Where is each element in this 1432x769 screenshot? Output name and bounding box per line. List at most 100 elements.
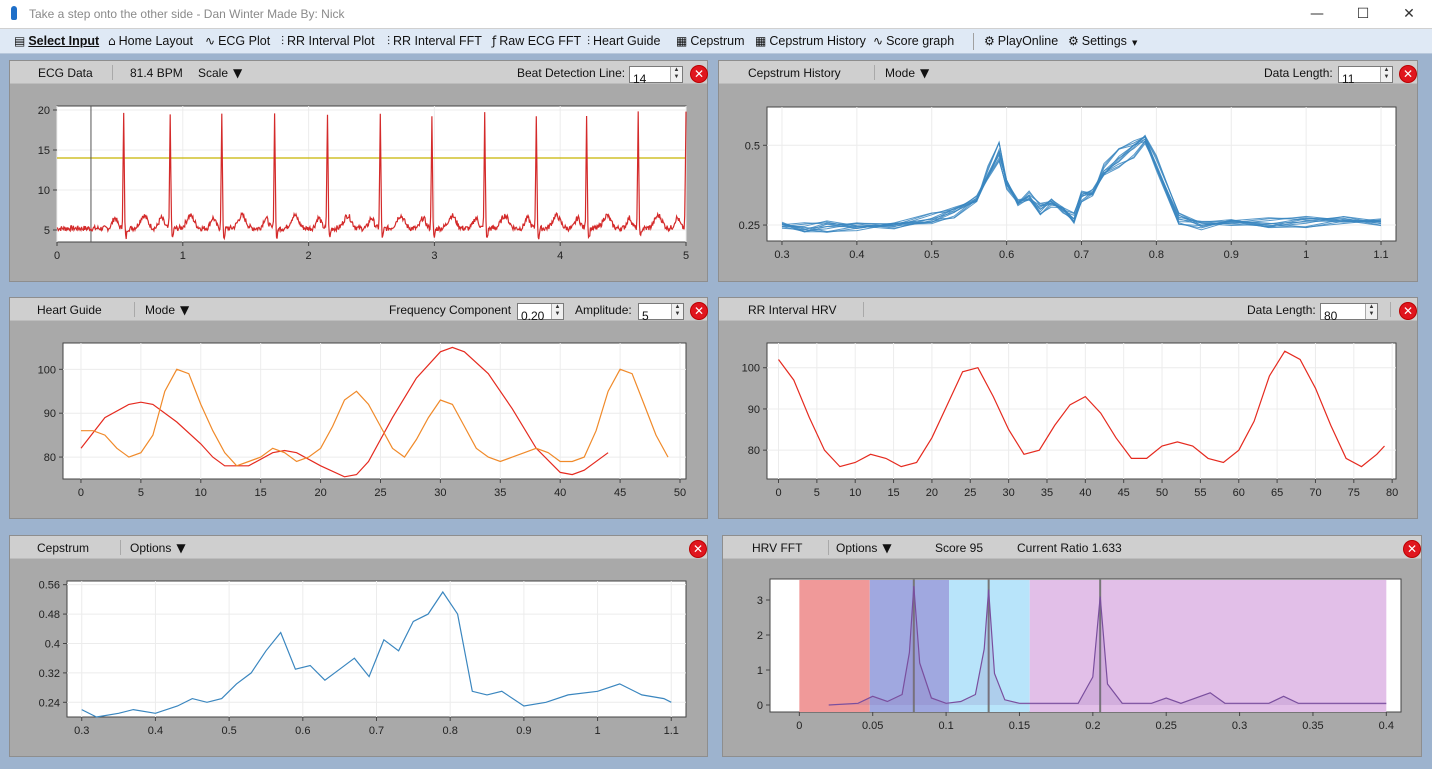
maximize-button[interactable]: ☐ xyxy=(1356,6,1370,22)
ecg-panel: ECG Data 81.4 BPM Scale ▼ Beat Detection … xyxy=(9,60,708,282)
minimize-button[interactable]: — xyxy=(1310,6,1324,22)
x-tick-label: 30 xyxy=(434,487,446,499)
y-tick-label: 2 xyxy=(757,630,763,642)
x-tick-label: 0.05 xyxy=(862,720,883,732)
spinner-arrows-icon: ▲ ▼ xyxy=(1365,304,1377,319)
amplitude-label: Amplitude: xyxy=(575,303,632,317)
beat-detection-spinner[interactable]: 14 ▲ ▼ xyxy=(629,66,683,86)
x-tick-label: 4 xyxy=(557,250,563,262)
x-tick-label: 40 xyxy=(554,487,566,499)
x-tick-label: 0 xyxy=(796,720,802,732)
x-tick-label: 0.9 xyxy=(516,725,531,737)
hrv-fft-header: HRV FFT Options ▼ Score 95 Current Ratio … xyxy=(723,536,1421,559)
menu-score-graph[interactable]: ∿ Score graph xyxy=(873,33,954,50)
y-tick-label: 15 xyxy=(38,145,50,157)
x-tick-label: 25 xyxy=(964,487,976,499)
hrv-fft-panel: HRV FFT Options ▼ Score 95 Current Ratio … xyxy=(722,535,1422,757)
series-line xyxy=(80,346,609,478)
y-tick-label: 100 xyxy=(742,363,760,375)
x-tick-label: 10 xyxy=(195,487,207,499)
x-tick-label: 55 xyxy=(1194,487,1206,499)
x-tick-label: 20 xyxy=(926,487,938,499)
menu-select-input[interactable]: ▤ Select Input xyxy=(14,33,99,50)
menu-settings[interactable]: ⚙ Settings ▼ xyxy=(1068,33,1137,50)
hrv-fft-chart: 0 0.05 0.1 0.15 0.2 0.25 0.3 0.35 0.4 0 1 2 3 xyxy=(757,578,1402,732)
x-tick-label: 5 xyxy=(138,487,144,499)
menu-separator xyxy=(973,33,974,50)
play-online-icon: ⚙ xyxy=(984,34,995,48)
close-icon[interactable]: ✕ xyxy=(1400,303,1416,319)
x-tick-label: 0 xyxy=(78,487,84,499)
menu-label: RR Interval FFT xyxy=(393,34,482,48)
beat-detection-label: Beat Detection Line: xyxy=(517,66,626,80)
spinner-arrows-icon: ▲ ▼ xyxy=(670,67,682,82)
x-tick-label: 0.6 xyxy=(295,725,310,737)
data-length-label: Data Length: xyxy=(1264,66,1333,80)
amplitude-spinner[interactable]: 5 ▲ ▼ xyxy=(638,303,684,323)
hrv-fft-title: HRV FFT xyxy=(752,541,803,555)
options-dropdown[interactable]: Options ▼ xyxy=(130,541,186,555)
menu-label: Cepstrum xyxy=(690,34,745,48)
cepstrum-title: Cepstrum xyxy=(37,541,90,555)
menu-heart-guide[interactable]: ⫶ Heart Guide xyxy=(587,33,660,50)
x-tick-label: 75 xyxy=(1348,487,1360,499)
x-tick-label: 0.25 xyxy=(1155,720,1176,732)
close-button[interactable]: ✕ xyxy=(1403,6,1415,22)
x-tick-label: 0.3 xyxy=(74,725,89,737)
cepstrum-history-header: Cepstrum History Mode ▼ Data Length: 11 ▲ ▼… xyxy=(719,61,1417,86)
frequency-band xyxy=(1029,580,1387,712)
cepstrum-history-chart: 0.3 0.4 0.5 0.6 0.7 0.8 0.9 1 1.1 0.25 0.5 xyxy=(739,106,1397,261)
close-icon[interactable]: ✕ xyxy=(691,66,707,82)
menu-label: PlayOnline xyxy=(997,34,1059,48)
data-length-spinner[interactable]: 11 ▲ ▼ xyxy=(1338,66,1393,86)
series-line xyxy=(781,140,1382,231)
close-icon[interactable]: ✕ xyxy=(1400,66,1416,82)
close-icon[interactable]: ✕ xyxy=(691,303,707,319)
cepstrum-history-icon: ▦ xyxy=(755,34,767,48)
menu-ecg-plot[interactable]: ∿ ECG Plot xyxy=(205,33,270,50)
mode-dropdown[interactable]: Mode ▼ xyxy=(885,66,930,80)
menu-bar: ▤ Select Input ⌂ Home Layout ∿ ECG Plot ⫶ RR In… xyxy=(0,29,1432,54)
rr-interval-hrv-header: RR Interval HRV Data Length: 80 ▲ ▼ ✕ xyxy=(719,298,1417,323)
heart-guide-icon: ⫶ xyxy=(587,34,591,48)
x-tick-label: 20 xyxy=(314,487,326,499)
home-layout-icon: ⌂ xyxy=(108,34,116,48)
menu-rr-interval-plot[interactable]: ⫶ RR Interval Plot xyxy=(281,33,375,50)
close-icon[interactable]: ✕ xyxy=(1404,541,1420,557)
y-tick-label: 0.24 xyxy=(39,697,60,709)
close-icon[interactable]: ✕ xyxy=(690,541,706,557)
x-tick-label: 1 xyxy=(180,250,186,262)
options-dropdown[interactable]: Options ▼ xyxy=(836,541,892,555)
menu-label: Settings xyxy=(1081,34,1127,48)
menu-home-layout[interactable]: ⌂ Home Layout xyxy=(108,33,193,50)
x-tick-label: 0.15 xyxy=(1009,720,1030,732)
y-tick-label: 1 xyxy=(757,665,763,677)
cepstrum-icon: ▦ xyxy=(676,34,688,48)
scale-dropdown[interactable]: Scale ▼ xyxy=(198,66,243,80)
frequency-component-spinner[interactable]: 0.20 ▲ ▼ xyxy=(517,303,564,323)
menu-cepstrum[interactable]: ▦ Cepstrum xyxy=(676,33,745,50)
menu-label: Cepstrum History xyxy=(769,34,866,48)
x-tick-label: 0.7 xyxy=(1074,249,1089,261)
plot-area xyxy=(766,342,1397,480)
series-line xyxy=(81,590,672,718)
mode-dropdown[interactable]: Mode ▼ xyxy=(145,303,190,317)
x-tick-label: 50 xyxy=(674,487,686,499)
menu-play-online[interactable]: ⚙ PlayOnline xyxy=(984,33,1058,50)
rr-interval-hrv-title: RR Interval HRV xyxy=(748,303,837,317)
settings-icon: ⚙ xyxy=(1068,34,1079,48)
menu-rr-interval-fft[interactable]: ⫶ RR Interval FFT xyxy=(387,33,482,50)
series-line xyxy=(81,368,669,467)
x-tick-label: 50 xyxy=(1156,487,1168,499)
spinner-arrows-icon: ▲ ▼ xyxy=(671,304,683,319)
menu-cepstrum-history[interactable]: ▦ Cepstrum History xyxy=(755,33,866,50)
x-tick-label: 45 xyxy=(614,487,626,499)
chevron-down-icon: ▼ xyxy=(1131,39,1138,47)
y-tick-label: 0.25 xyxy=(739,220,760,232)
x-tick-label: 0.5 xyxy=(924,249,939,261)
x-tick-label: 0 xyxy=(54,250,60,262)
menu-raw-ecg-fft[interactable]: ƒ Raw ECG FFT xyxy=(492,33,581,50)
x-tick-label: 35 xyxy=(494,487,506,499)
data-length-spinner[interactable]: 80 ▲ ▼ xyxy=(1320,303,1378,323)
x-tick-label: 0.8 xyxy=(1149,249,1164,261)
